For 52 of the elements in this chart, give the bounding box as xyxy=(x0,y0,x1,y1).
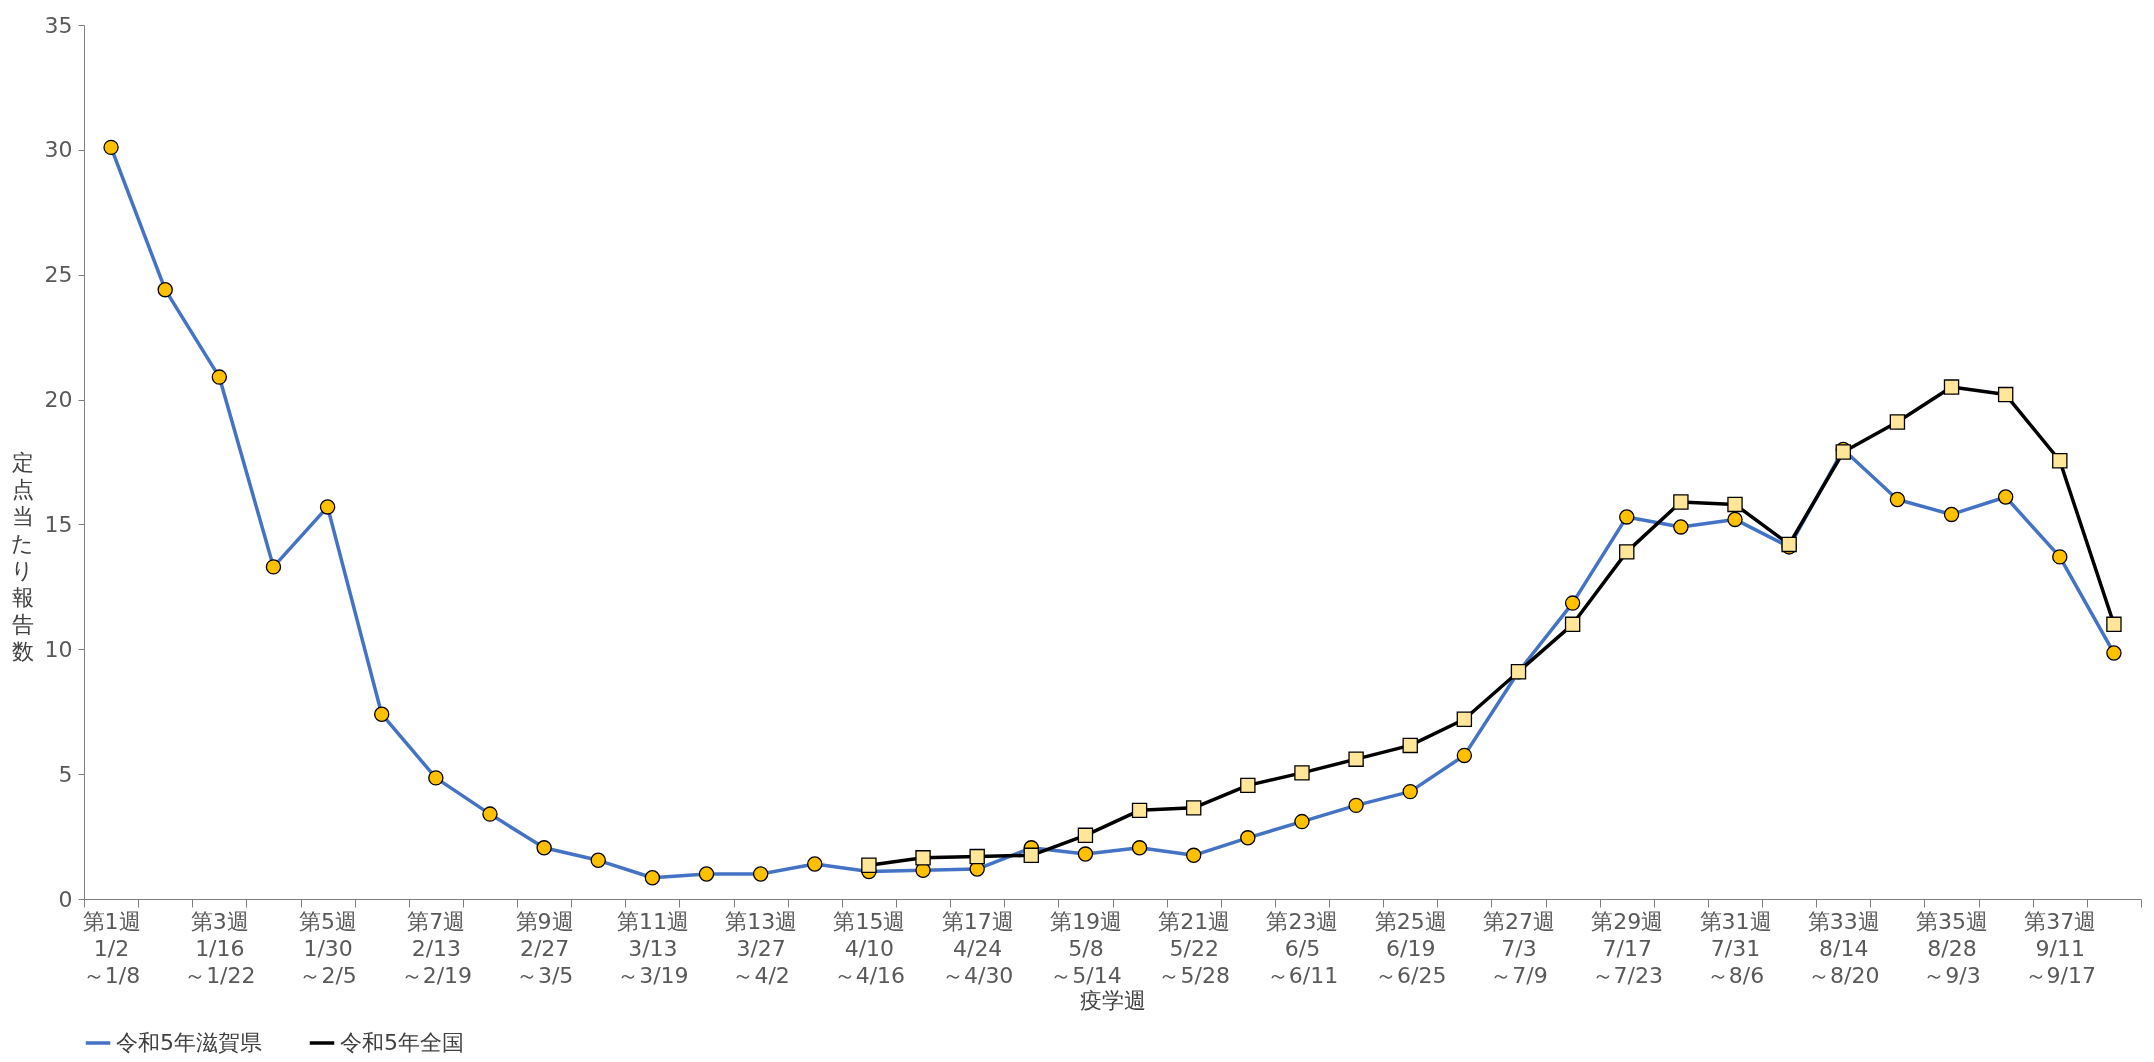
x-tick-label: 第23週 6/5 ～6/11 xyxy=(1266,908,1339,988)
x-tick-label: 第25週 6/19 ～6/25 xyxy=(1374,908,1447,988)
point xyxy=(1727,496,1743,513)
x-tick-label: 第35週 8/28 ～9/3 xyxy=(1916,908,1989,988)
x-tick-label: 第3週 1/16 ～1/22 xyxy=(184,908,256,988)
point xyxy=(969,848,985,865)
point xyxy=(2106,616,2122,633)
x-tick-label: 第15週 4/10 ～4/16 xyxy=(833,908,906,988)
x-tick-label: 第29週 7/17 ～7/23 xyxy=(1591,908,1664,988)
x-tick-label: 第17週 4/24 ～4/30 xyxy=(941,908,1014,988)
y-tick-label: 25 xyxy=(44,262,73,288)
point xyxy=(861,857,877,874)
x-tick-label: 第11週 3/13 ～3/19 xyxy=(616,908,689,988)
x-tick-label: 第31週 7/31 ～8/6 xyxy=(1699,908,1772,988)
x-axis-title: 疫学週 xyxy=(1080,987,1146,1013)
point xyxy=(915,850,931,866)
x-tick-label: 第37週 9/11 ～9/17 xyxy=(2024,908,2097,988)
point xyxy=(1889,414,1906,430)
x-tick-label: 第21週 5/22 ～5/28 xyxy=(1158,908,1231,988)
y-tick-label: 5 xyxy=(58,761,73,787)
point xyxy=(1240,777,1256,794)
y-tick-label: 35 xyxy=(44,12,73,38)
x-tick-label: 第9週 2/27 ～3/5 xyxy=(515,908,574,988)
point xyxy=(1456,711,1473,727)
point xyxy=(1185,800,1202,816)
point xyxy=(1131,802,1148,819)
y-tick-label: 10 xyxy=(44,636,73,662)
legend-label: 令和5年全国 xyxy=(340,1030,464,1055)
point xyxy=(1294,765,1310,781)
point xyxy=(1619,544,1635,560)
y-tick-label: 30 xyxy=(44,137,73,163)
x-tick-label: 第5週 1/30 ～2/5 xyxy=(299,908,358,988)
y-tick-label: 15 xyxy=(44,511,73,537)
legend-label: 令和5年滋賀県 xyxy=(116,1030,262,1055)
point xyxy=(1564,616,1581,633)
x-tick-label: 第33週 8/14 ～8/20 xyxy=(1807,908,1880,988)
point xyxy=(1943,379,1960,395)
x-tick-label: 第7週 2/13 ～2/19 xyxy=(400,908,473,988)
y-axis-title: 定点当たり報告数 xyxy=(11,449,34,664)
point xyxy=(1997,386,2014,403)
y-tick-label: 20 xyxy=(44,387,73,413)
point xyxy=(1348,751,1364,767)
x-tick-label: 第19週 5/8 ～5/14 xyxy=(1049,908,1122,988)
point xyxy=(1077,827,1094,844)
x-tick-label: 第13週 3/27 ～4/2 xyxy=(725,908,798,988)
x-tick-label: 第1週 1/2 ～1/8 xyxy=(82,908,141,988)
x-tick-label: 第27週 7/3 ～7/9 xyxy=(1482,908,1555,988)
point xyxy=(2052,453,2068,469)
y-tick-label: 0 xyxy=(58,886,73,912)
point xyxy=(1673,494,1689,510)
point xyxy=(1402,737,1418,754)
point xyxy=(1023,847,1040,864)
